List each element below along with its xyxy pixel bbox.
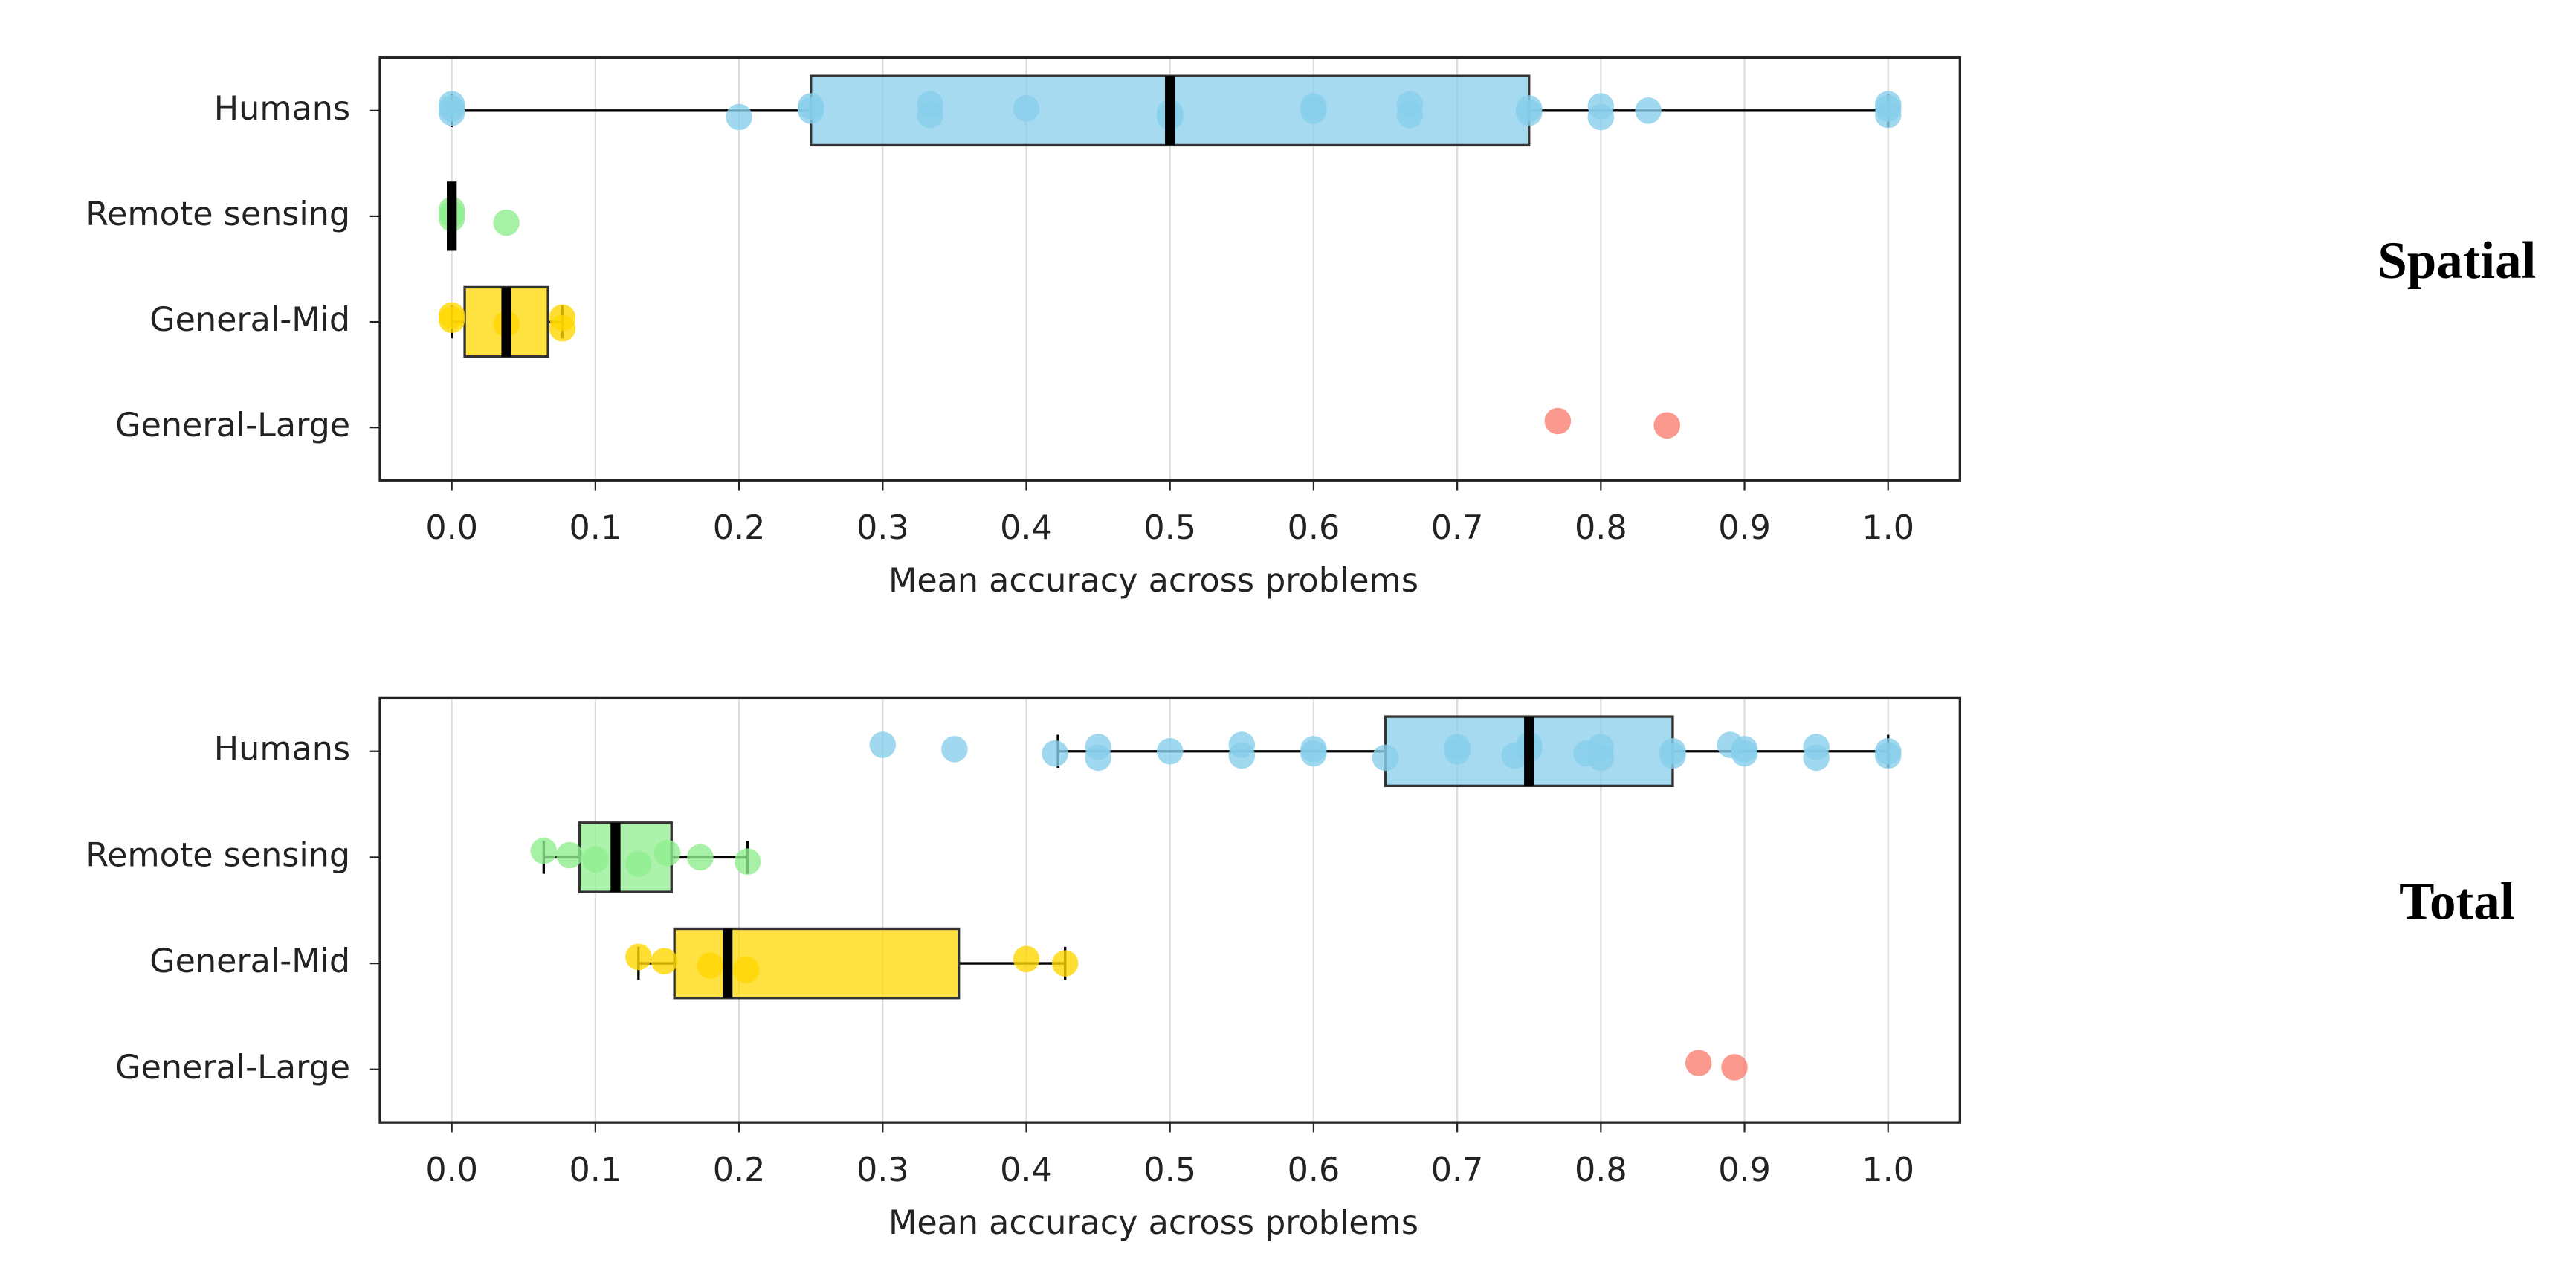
x-tick-label: 0.7	[1431, 509, 1484, 547]
y-tick-label: General-Mid	[149, 942, 350, 980]
x-tick-label: 1.0	[1862, 509, 1914, 547]
x-tick-label: 0.2	[713, 1151, 766, 1189]
x-tick-label: 0.4	[1000, 1151, 1053, 1189]
data-point	[1544, 407, 1572, 435]
x-tick-label: 0.4	[1000, 509, 1053, 547]
data-point	[653, 839, 681, 867]
x-tick-label: 0.9	[1718, 509, 1771, 547]
data-point	[797, 97, 824, 124]
data-point	[1587, 93, 1615, 120]
y-tick-label: General-Mid	[149, 301, 350, 339]
data-point	[493, 209, 520, 236]
y-tick-label: Remote sensing	[85, 836, 350, 874]
data-point	[1659, 742, 1686, 769]
data-point	[1587, 734, 1615, 760]
data-point	[1653, 412, 1680, 439]
x-tick-label: 1.0	[1862, 1151, 1914, 1189]
data-point	[726, 103, 752, 131]
data-point	[582, 846, 609, 873]
x-tick-label: 0.8	[1575, 1151, 1627, 1189]
data-point	[687, 844, 714, 871]
data-point	[1042, 740, 1068, 767]
x-tick-label: 0.6	[1288, 509, 1340, 547]
data-point	[556, 841, 583, 869]
y-tick-label: Humans	[214, 90, 350, 128]
data-point	[869, 731, 897, 758]
data-point	[625, 943, 652, 971]
x-tick-label: 0.0	[425, 1151, 478, 1189]
data-point	[1396, 91, 1424, 117]
panel-label: Spatial	[2378, 232, 2536, 290]
data-point	[1731, 740, 1758, 767]
data-point	[549, 304, 576, 332]
data-point	[1013, 95, 1040, 122]
panel-label: Total	[2399, 873, 2514, 931]
data-point	[651, 948, 678, 974]
data-point	[732, 956, 760, 983]
data-point	[625, 850, 652, 877]
data-point	[438, 99, 465, 126]
data-point	[1721, 1054, 1748, 1081]
data-point	[917, 91, 943, 117]
x-axis-label: Mean accuracy across problems	[888, 1204, 1418, 1242]
x-tick-label: 0.9	[1718, 1151, 1771, 1189]
data-point	[530, 837, 558, 864]
data-point	[1300, 97, 1327, 124]
x-tick-label: 0.7	[1431, 1151, 1484, 1189]
data-point	[1300, 740, 1327, 767]
data-point	[1515, 99, 1543, 126]
x-tick-label: 0.1	[569, 1151, 622, 1189]
x-tick-label: 0.3	[856, 509, 909, 547]
x-tick-label: 0.3	[856, 1151, 909, 1189]
data-point	[438, 306, 465, 333]
data-point	[1228, 731, 1256, 758]
data-point	[734, 848, 761, 875]
x-axis-label: Mean accuracy across problems	[888, 562, 1418, 600]
data-point	[1372, 744, 1399, 772]
x-tick-label: 0.2	[713, 509, 766, 547]
x-tick-label: 0.5	[1143, 509, 1196, 547]
y-tick-label: General-Large	[115, 1049, 350, 1087]
plot-frame	[378, 696, 1962, 1124]
data-point	[941, 736, 968, 763]
data-point	[1635, 97, 1662, 124]
x-tick-label: 0.5	[1143, 1151, 1196, 1189]
x-tick-label: 0.6	[1288, 1151, 1340, 1189]
data-point	[1444, 737, 1471, 765]
y-tick-label: Remote sensing	[85, 195, 350, 233]
x-tick-label: 0.0	[425, 509, 478, 547]
plot-frame	[378, 56, 1962, 482]
data-point	[697, 952, 724, 979]
y-tick-label: General-Large	[115, 407, 350, 444]
data-point	[1085, 734, 1111, 760]
data-point	[1013, 945, 1040, 973]
x-tick-label: 0.8	[1575, 509, 1627, 547]
data-point	[1874, 742, 1902, 769]
data-point	[1685, 1050, 1712, 1076]
data-point	[1051, 950, 1079, 977]
data-point	[1874, 95, 1902, 122]
data-point	[1156, 737, 1184, 765]
y-tick-label: Humans	[214, 731, 350, 769]
data-point	[1803, 734, 1830, 760]
x-tick-label: 0.1	[569, 509, 622, 547]
